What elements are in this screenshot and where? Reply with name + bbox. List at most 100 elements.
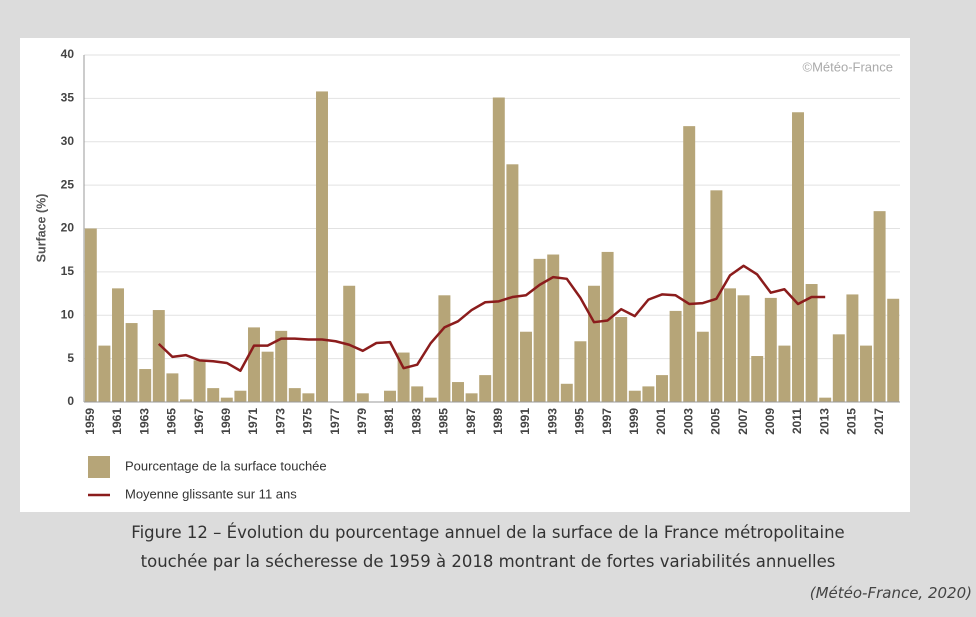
bar — [547, 254, 560, 402]
bar — [438, 295, 451, 402]
bar — [533, 258, 546, 402]
chart: ©Météo-France Surface (%) 0 5 10 15 20 25 30 35… — [20, 38, 910, 512]
x-tick-label: 1975 — [301, 408, 315, 435]
caption: Figure 12 – Évolution du pourcentage ann… — [0, 518, 976, 576]
x-tick-label: 1991 — [518, 408, 532, 435]
bar — [193, 360, 206, 402]
bar — [424, 397, 437, 402]
x-tick-label: 1959 — [83, 408, 97, 435]
bar — [751, 356, 764, 402]
bar — [887, 298, 900, 402]
bar — [302, 393, 315, 402]
x-tick-label: 1965 — [165, 408, 179, 435]
bar — [805, 284, 818, 402]
bar — [819, 397, 832, 402]
bar — [152, 310, 165, 402]
bar — [846, 294, 859, 402]
x-tick-label: 1961 — [110, 408, 124, 435]
x-tick-label: 1997 — [600, 408, 614, 435]
bar — [139, 369, 152, 402]
legend-label: Moyenne glissante sur 11 ans — [125, 486, 297, 501]
bar — [397, 352, 410, 402]
bar — [452, 382, 464, 402]
bar — [112, 288, 124, 402]
bar — [764, 297, 777, 402]
y-tick-label: 25 — [61, 177, 75, 191]
bar — [220, 397, 233, 402]
x-tick-label: 1979 — [355, 408, 369, 435]
x-tick-label: 2007 — [736, 408, 750, 435]
x-tick-label: 1993 — [545, 408, 559, 435]
y-tick-label: 10 — [61, 307, 75, 321]
x-tick-label: 1969 — [219, 408, 233, 435]
y-axis-label: Surface (%) — [34, 194, 48, 263]
chart-panel — [20, 38, 910, 512]
x-tick-label: 1983 — [409, 408, 423, 435]
bar — [180, 399, 192, 402]
bar — [860, 345, 872, 402]
x-tick-label: 1989 — [491, 408, 505, 435]
bar — [588, 285, 600, 402]
bar — [261, 351, 274, 402]
bar — [696, 331, 709, 402]
x-tick-label: 1981 — [382, 408, 396, 435]
x-tick-label: 1977 — [328, 408, 342, 435]
y-tick-label: 5 — [67, 351, 74, 365]
legend-swatch — [88, 456, 110, 478]
bar — [873, 211, 886, 402]
bar — [492, 97, 505, 402]
bar — [792, 112, 804, 402]
x-tick-label: 2015 — [845, 408, 859, 435]
x-tick-label: 1963 — [137, 408, 151, 435]
x-tick-label: 2003 — [681, 408, 695, 435]
bar — [574, 341, 587, 402]
bar — [560, 383, 573, 402]
bar — [84, 228, 97, 402]
y-tick-label: 35 — [61, 91, 75, 105]
bar — [98, 345, 111, 402]
x-tick-label: 2011 — [790, 408, 804, 434]
bar — [669, 310, 682, 402]
bar — [601, 251, 614, 402]
bar — [248, 327, 260, 402]
bar — [384, 390, 396, 402]
x-tick-label: 1971 — [246, 408, 260, 435]
watermark: ©Météo-France — [803, 59, 894, 74]
bar — [724, 288, 736, 402]
y-tick-label: 30 — [61, 134, 75, 148]
bar — [520, 331, 532, 402]
bar — [207, 388, 220, 402]
x-tick-label: 1967 — [192, 408, 206, 435]
bar — [125, 323, 138, 402]
bar — [642, 386, 655, 402]
bar — [656, 375, 668, 402]
x-tick-label: 2001 — [654, 408, 668, 435]
legend-label: Pourcentage de la surface touchée — [125, 458, 327, 473]
x-tick-label: 2005 — [709, 408, 723, 435]
moving-average-line — [157, 264, 826, 373]
x-tick-label: 1987 — [464, 408, 478, 435]
y-tick-label: 40 — [61, 47, 75, 61]
bar — [628, 390, 641, 402]
bar — [710, 190, 723, 402]
x-tick-label: 1995 — [573, 408, 587, 435]
y-tick-label: 0 — [67, 394, 74, 408]
caption-line: touchée par la sécheresse de 1959 à 2018… — [140, 552, 836, 571]
x-tick-label: 2017 — [872, 408, 886, 435]
x-tick-label: 1999 — [627, 408, 641, 435]
caption-line: Figure 12 – Évolution du pourcentage ann… — [131, 523, 845, 542]
bar — [479, 375, 492, 402]
bar — [615, 316, 628, 402]
bar — [506, 164, 519, 402]
x-tick-label: 1973 — [273, 408, 287, 435]
source: (Météo-France, 2020) — [809, 584, 972, 602]
bar — [275, 330, 288, 402]
x-tick-label: 2009 — [763, 408, 777, 435]
y-tick-label: 20 — [61, 221, 75, 235]
bar — [316, 91, 328, 402]
bar — [234, 390, 247, 402]
y-tick-label: 15 — [61, 264, 75, 278]
bar — [778, 345, 791, 402]
bar — [411, 386, 424, 402]
